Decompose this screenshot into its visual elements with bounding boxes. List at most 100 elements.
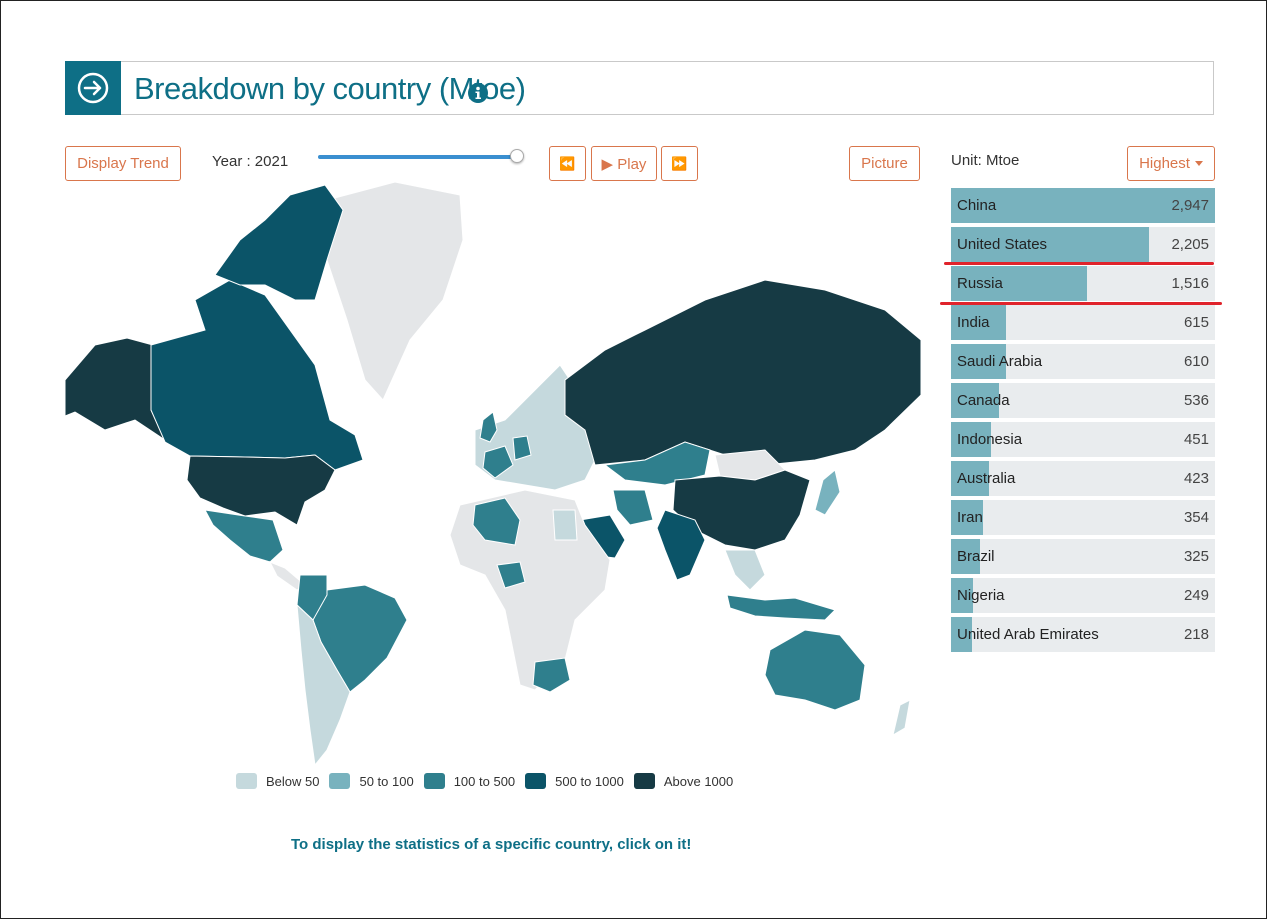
map-region-southern-south-america[interactable]	[296, 603, 351, 767]
map-country-kazakhstan[interactable]	[603, 441, 711, 486]
ranking-bar	[951, 266, 1087, 301]
ranking-bar	[951, 422, 992, 457]
map-country-south-africa[interactable]	[532, 657, 571, 693]
display-trend-button[interactable]: Display Trend	[65, 146, 181, 181]
ranking-country-name: Australia	[957, 470, 1016, 487]
map-country-japan[interactable]	[814, 469, 841, 516]
ranking-bar	[951, 617, 973, 652]
ranking-country-name: Indonesia	[957, 431, 1023, 448]
ranking-country-value: 423	[1183, 470, 1209, 487]
ranking-bar	[951, 461, 989, 496]
ranking-bar	[951, 188, 1215, 223]
ranking-bar	[951, 539, 981, 574]
map-region-southeast-asia[interactable]	[724, 549, 766, 591]
highlight-underline-us	[944, 262, 1214, 265]
map-country-alaska[interactable]	[65, 337, 167, 442]
map-country-india[interactable]	[656, 509, 706, 581]
legend-label: Above 1000	[663, 773, 734, 789]
ranking-country-name: Russia	[957, 275, 1003, 292]
ranking-row[interactable]: Canada 536	[951, 383, 1215, 418]
ranking-country-name: Canada	[957, 392, 1010, 409]
map-country-greenland[interactable]	[326, 181, 464, 401]
map-country-nigeria[interactable]	[496, 561, 526, 589]
map-country-egypt[interactable]	[552, 509, 578, 541]
map-country-australia[interactable]	[764, 629, 866, 711]
ranking-row[interactable]: Indonesia 451	[951, 422, 1215, 457]
map-country-germany[interactable]	[512, 435, 532, 461]
map-country-uk[interactable]	[479, 411, 498, 443]
ranking-country-value: 536	[1183, 392, 1209, 409]
ranking-row[interactable]: Nigeria 249	[951, 578, 1215, 613]
ranking-bar	[951, 383, 1000, 418]
map-country-russia[interactable]	[564, 279, 921, 466]
ranking-country-value: 249	[1183, 587, 1209, 604]
map-country-canada[interactable]	[150, 279, 364, 471]
rewind-button[interactable]: ⏪	[549, 146, 586, 181]
legend-item: 100 to 500	[423, 773, 516, 789]
map-country-algeria[interactable]	[472, 497, 521, 546]
year-slider-handle[interactable]	[510, 149, 524, 163]
legend-label: 50 to 100	[359, 773, 414, 789]
caret-down-icon	[1194, 161, 1203, 166]
ranking-country-value: 2,947	[1171, 197, 1209, 214]
ranking-row[interactable]: Iran 354	[951, 500, 1215, 535]
map-legend: Below 50 50 to 100 100 to 500 500 to 1000 Ab…	[236, 772, 743, 790]
ranking-row[interactable]: United States 2,205	[951, 227, 1215, 262]
ranking-country-value: 1,516	[1171, 275, 1209, 292]
ranking-country-value: 451	[1183, 431, 1209, 448]
legend-item: 500 to 1000	[525, 773, 624, 789]
map-region-northern-south-america[interactable]	[296, 574, 328, 621]
unit-label: Unit: Mtoe	[951, 152, 1020, 169]
ranking-row[interactable]: Saudi Arabia 610	[951, 344, 1215, 379]
legend-label: 100 to 500	[453, 773, 516, 789]
legend-label: Below 50	[266, 773, 320, 789]
year-label: Year : 2021	[212, 153, 289, 170]
section-header: Breakdown by country (Mtoe)	[65, 61, 1214, 115]
play-button[interactable]: ▶ Play	[591, 146, 657, 181]
ranking-bar	[951, 227, 1149, 262]
legend-swatch	[329, 773, 351, 789]
map-country-usa[interactable]	[186, 454, 336, 526]
ranking-row[interactable]: India 615	[951, 305, 1215, 340]
click-hint: To display the statistics of a specific …	[291, 836, 692, 853]
ranking-row[interactable]: United Arab Emirates 218	[951, 617, 1215, 652]
ranking-row[interactable]: Australia 423	[951, 461, 1215, 496]
forward-button[interactable]: ⏩	[661, 146, 698, 181]
ranking-country-value: 218	[1183, 626, 1209, 643]
ranking-country-value: 325	[1183, 548, 1209, 565]
rewind-icon: ⏪	[559, 155, 576, 171]
highlight-underline-russia	[940, 302, 1222, 305]
ranking-list: China 2,947 United States 2,205 Russia 1,516 I…	[951, 188, 1215, 656]
ranking-country-name: Nigeria	[957, 587, 1005, 604]
ranking-row[interactable]: Brazil 325	[951, 539, 1215, 574]
arrow-circle-icon[interactable]	[65, 61, 121, 115]
ranking-bar	[951, 305, 1007, 340]
ranking-row[interactable]: Russia 1,516	[951, 266, 1215, 301]
map-country-mexico[interactable]	[204, 509, 284, 563]
ranking-country-name: China	[957, 197, 997, 214]
picture-button[interactable]: Picture	[849, 146, 920, 181]
legend-item: Below 50	[236, 773, 319, 789]
sort-dropdown[interactable]: Highest	[1127, 146, 1215, 181]
ranking-country-name: United States	[957, 236, 1048, 253]
ranking-row[interactable]: China 2,947	[951, 188, 1215, 223]
year-slider[interactable]	[318, 155, 518, 159]
world-map[interactable]	[65, 180, 921, 770]
ranking-country-value: 2,205	[1171, 236, 1209, 253]
ranking-country-value: 615	[1183, 314, 1209, 331]
map-country-canada-islands[interactable]	[214, 184, 344, 301]
map-country-france[interactable]	[482, 445, 514, 479]
map-country-iran[interactable]	[612, 489, 654, 526]
ranking-bar	[951, 578, 974, 613]
legend-item: Above 1000	[633, 773, 734, 789]
page-title: Breakdown by country (Mtoe)	[134, 71, 526, 106]
legend-item: 50 to 100	[329, 773, 414, 789]
legend-swatch	[236, 773, 257, 789]
ranking-bar	[951, 500, 983, 535]
info-icon[interactable]	[468, 83, 488, 108]
map-country-indonesia[interactable]	[726, 594, 836, 621]
legend-label: 500 to 1000	[555, 773, 624, 789]
ranking-country-name: Iran	[957, 509, 983, 526]
map-country-new-zealand[interactable]	[892, 699, 911, 737]
forward-icon: ⏩	[671, 155, 688, 171]
